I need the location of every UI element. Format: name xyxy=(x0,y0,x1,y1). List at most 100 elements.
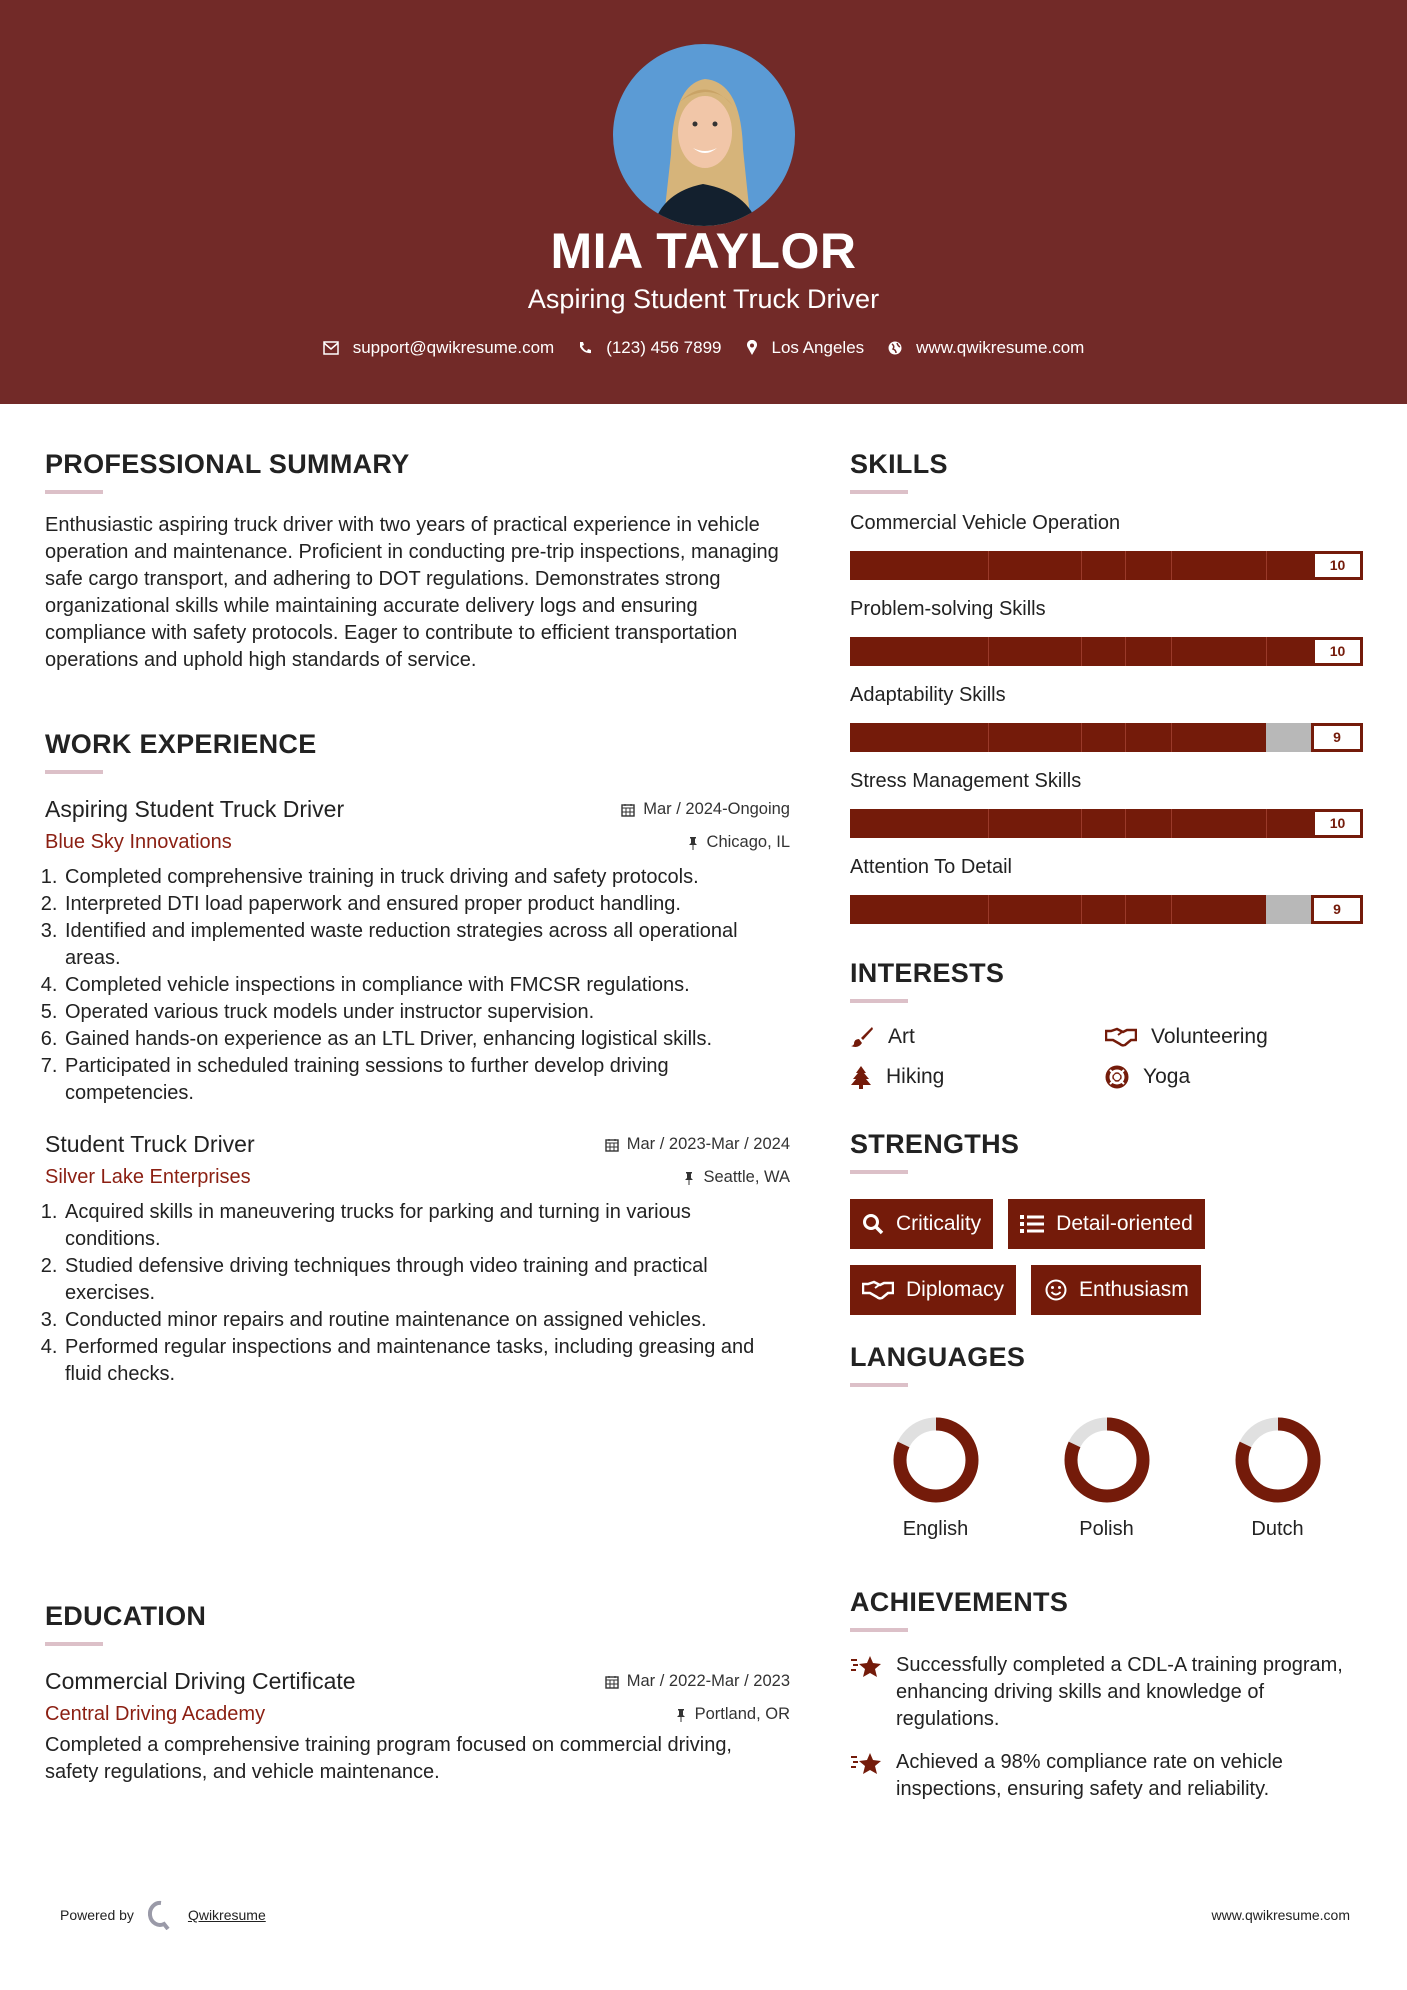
skill-item: Attention To Detail 9 xyxy=(850,856,1363,924)
heading-underline xyxy=(850,999,908,1003)
summary-heading: PROFESSIONAL SUMMARY xyxy=(45,449,410,479)
calendar-icon xyxy=(621,803,635,817)
duty-item: Studied defensive driving techniques thr… xyxy=(63,1253,790,1307)
bar-divider xyxy=(1125,637,1127,666)
strength-badge: Enthusiasm xyxy=(1031,1265,1201,1315)
bar-divider xyxy=(1170,551,1172,580)
skill-bar: 10 xyxy=(850,809,1363,838)
achievement-item: Achieved a 98% compliance rate on vehicl… xyxy=(850,1749,1363,1803)
map-pin-icon xyxy=(746,340,757,355)
handshake-icon xyxy=(1105,1027,1137,1047)
skill-item: Adaptability Skills 9 xyxy=(850,684,1363,752)
interest-hiking: Hiking xyxy=(850,1065,1105,1089)
bar-divider xyxy=(1265,551,1267,580)
pushpin-icon xyxy=(676,1708,685,1722)
candidate-title: Aspiring Student Truck Driver xyxy=(527,284,880,314)
language-item: Dutch xyxy=(1192,1417,1363,1541)
interest-label: Yoga xyxy=(1143,1065,1191,1088)
qwikresume-link[interactable]: Qwikresume xyxy=(187,1907,266,1923)
contact-email[interactable]: support@qwikresume.com xyxy=(322,338,554,358)
bar-divider xyxy=(1081,895,1082,924)
language-name: Dutch xyxy=(1251,1518,1304,1540)
heading-underline xyxy=(45,490,103,494)
heading-underline xyxy=(45,770,103,774)
strength-badge: Diplomacy xyxy=(850,1265,1017,1315)
company-name: Silver Lake Enterprises xyxy=(45,1166,251,1188)
candidate-name: MIA TAYLOR xyxy=(550,223,857,279)
interest-label: Volunteering xyxy=(1151,1025,1268,1048)
language-donut xyxy=(893,1417,978,1503)
star-award-icon xyxy=(851,1753,881,1774)
strength-badge: Criticality xyxy=(850,1199,994,1249)
skill-fill xyxy=(850,895,1266,924)
duty-item: Completed vehicle inspections in complia… xyxy=(63,972,790,999)
achievement-item: Successfully completed a CDL-A training … xyxy=(850,1652,1363,1733)
tree-icon xyxy=(851,1066,871,1089)
bar-divider xyxy=(1170,723,1172,752)
duty-item: Conducted minor repairs and routine main… xyxy=(63,1307,790,1334)
strength-label: Detail-oriented xyxy=(1056,1212,1193,1235)
bar-divider xyxy=(1125,809,1127,838)
skill-value: 10 xyxy=(1311,551,1363,580)
contact-website[interactable]: www.qwikresume.com xyxy=(888,338,1084,358)
skill-fill xyxy=(850,809,1320,838)
footer-website[interactable]: www.qwikresume.com xyxy=(1211,1907,1350,1923)
duty-item: Identified and implemented waste reducti… xyxy=(63,918,790,972)
work-heading: WORK EXPERIENCE xyxy=(45,729,317,759)
interest-yoga: Yoga xyxy=(1105,1065,1360,1089)
powered-by-text: Powered by xyxy=(60,1907,134,1923)
contact-location: Los Angeles xyxy=(746,338,865,358)
globe-icon xyxy=(888,341,902,355)
job-entry: Aspiring Student Truck Driver Mar / 2024… xyxy=(45,796,790,1107)
work-section: WORK EXPERIENCE Aspiring Student Truck D… xyxy=(45,729,790,1388)
location-text: Los Angeles xyxy=(771,338,865,357)
language-donut xyxy=(1235,1417,1320,1503)
bar-divider xyxy=(987,637,989,666)
job-title: Student Truck Driver xyxy=(45,1131,255,1157)
job-location: Seattle, WA xyxy=(703,1168,790,1186)
skills-list: Commercial Vehicle Operation 10 Problem-so… xyxy=(850,512,1363,924)
pushpin-icon xyxy=(685,1171,694,1185)
duty-item: Completed comprehensive training in truc… xyxy=(63,864,790,891)
skill-value: 9 xyxy=(1311,895,1363,924)
skill-fill xyxy=(850,551,1320,580)
phone-text: (123) 456 7899 xyxy=(606,338,722,357)
skill-value: 10 xyxy=(1311,637,1363,666)
donut-fill xyxy=(1064,1417,1149,1503)
strength-label: Criticality xyxy=(896,1212,982,1235)
duty-item: Acquired skills in maneuvering trucks fo… xyxy=(63,1199,790,1253)
smile-icon xyxy=(1045,1279,1067,1301)
envelope-icon xyxy=(322,341,339,355)
bar-divider xyxy=(1265,809,1267,838)
job-duties: Completed comprehensive training in truc… xyxy=(45,864,790,1107)
heading-underline xyxy=(45,1642,103,1646)
skill-name: Adaptability Skills xyxy=(850,684,1006,706)
bar-divider xyxy=(987,723,989,752)
handshake-icon xyxy=(862,1280,894,1300)
skill-name: Problem-solving Skills xyxy=(850,598,1046,620)
skill-name: Attention To Detail xyxy=(850,856,1012,878)
education-section: EDUCATION Commercial Driving Certificate… xyxy=(45,1601,790,1786)
skill-item: Commercial Vehicle Operation 10 xyxy=(850,512,1363,580)
education-heading: EDUCATION xyxy=(45,1601,207,1631)
job-dates: Mar / 2023-Mar / 2024 xyxy=(626,1135,790,1153)
skill-bar: 9 xyxy=(850,723,1363,752)
education-description: Completed a comprehensive training progr… xyxy=(45,1734,732,1783)
language-item: Polish xyxy=(1021,1417,1192,1541)
skill-value: 9 xyxy=(1311,723,1363,752)
heading-underline xyxy=(850,490,908,494)
duty-item: Participated in scheduled training sessi… xyxy=(63,1053,790,1107)
contact-phone[interactable]: (123) 456 7899 xyxy=(578,338,722,358)
interests-section: INTERESTS Art Volunteering Hiking Yoga xyxy=(850,958,1363,1089)
language-name: English xyxy=(902,1518,969,1540)
duty-item: Operated various truck models under inst… xyxy=(63,999,790,1026)
language-name: Polish xyxy=(1079,1518,1134,1540)
degree-title: Commercial Driving Certificate xyxy=(45,1668,356,1694)
skill-bar: 10 xyxy=(850,551,1363,580)
list-icon xyxy=(1020,1215,1045,1233)
strengths-section: STRENGTHS Criticality Detail-oriented Di… xyxy=(850,1129,1363,1331)
heading-underline xyxy=(850,1170,908,1174)
skill-name: Stress Management Skills xyxy=(850,770,1082,792)
star-award-icon xyxy=(851,1656,881,1677)
skill-fill xyxy=(850,723,1266,752)
